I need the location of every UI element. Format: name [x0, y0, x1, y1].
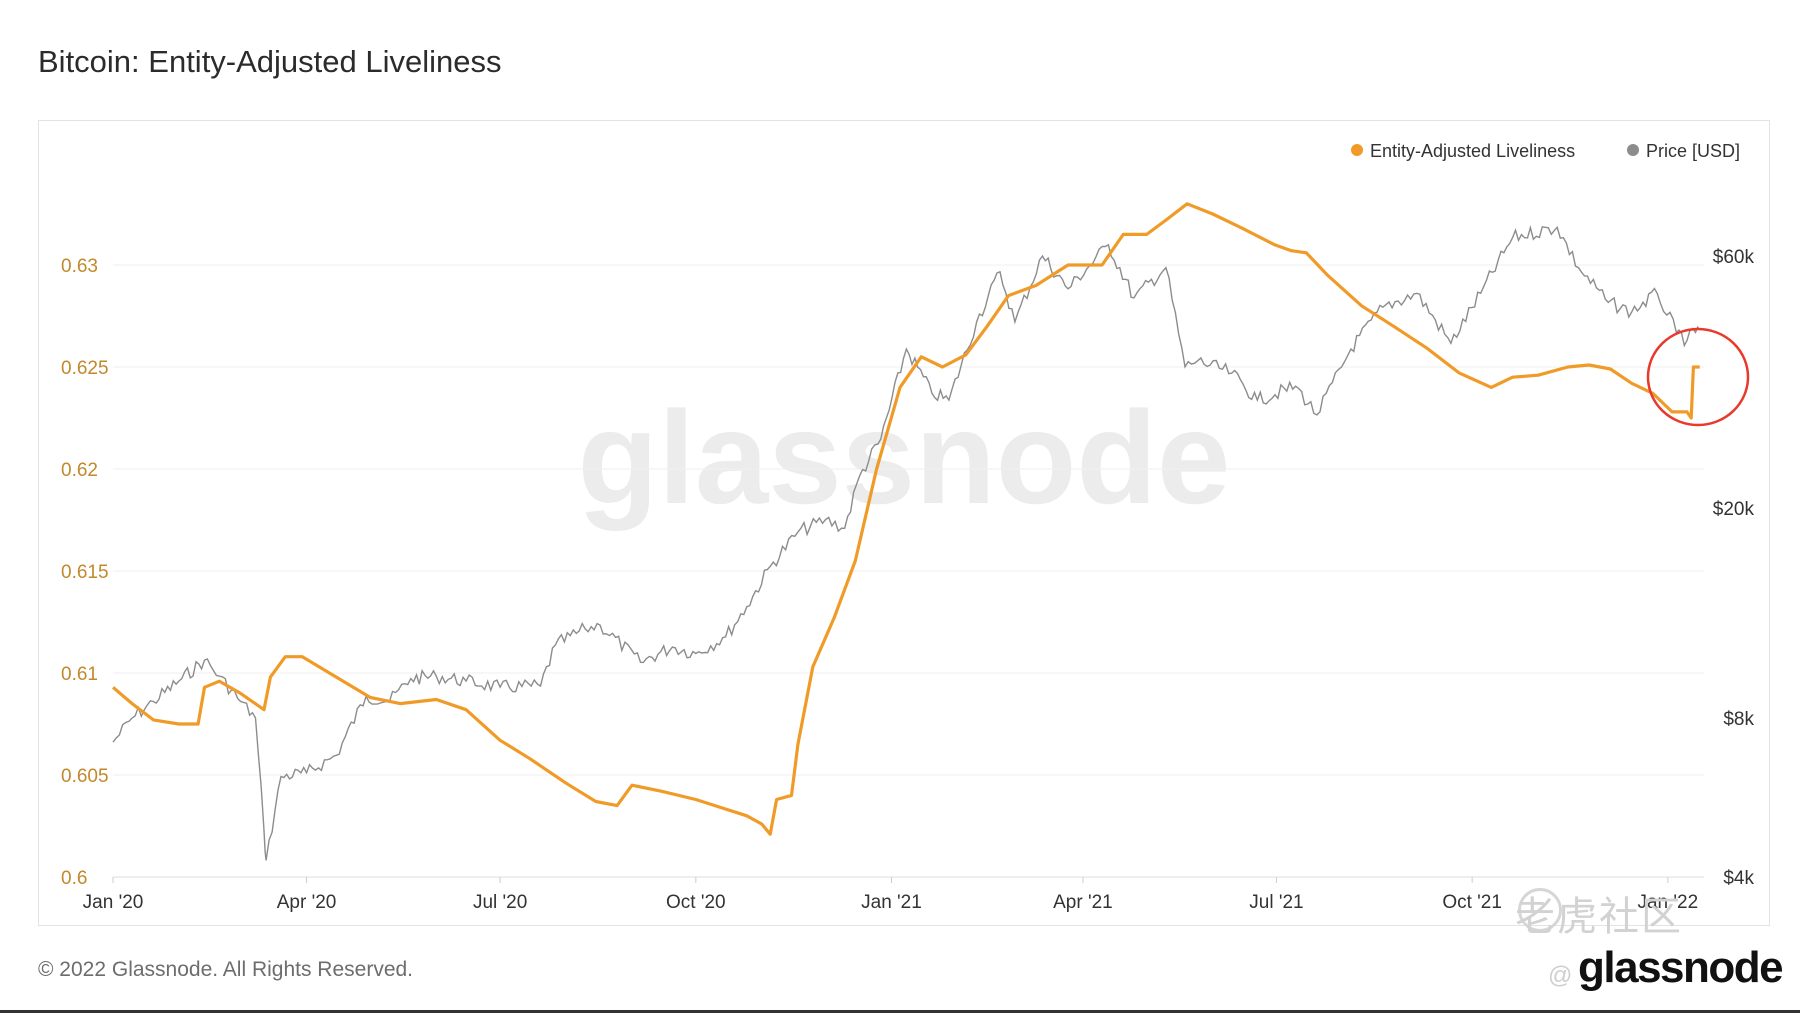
- x-tick-label: Jul '20: [473, 892, 527, 913]
- chart-svg: glassnode 0.6 0.605 0.61 0.615 0.62 0.625 0.63 $…: [61, 141, 1755, 913]
- legend-price-label: Price [USD]: [1646, 141, 1740, 161]
- y-left-tick-label: 0.63: [61, 256, 98, 277]
- y-right-tick-label: $8k: [1723, 709, 1754, 730]
- x-tick-label: Jan '20: [83, 892, 144, 913]
- legend-liveliness-dot: [1351, 144, 1363, 156]
- y-right-tick-label: $20k: [1713, 499, 1755, 520]
- legend-price-dot: [1627, 144, 1639, 156]
- legend-liveliness-label: Entity-Adjusted Liveliness: [1370, 141, 1575, 161]
- x-tick-label: Jul '21: [1249, 892, 1303, 913]
- overlay-site-watermark: 老虎社区: [1515, 895, 1683, 939]
- y-right-tick-label: $4k: [1723, 868, 1754, 889]
- y-right-tick-label: $60k: [1713, 247, 1755, 268]
- y-left-tick-label: 0.6: [61, 868, 87, 889]
- y-left-tick-label: 0.615: [61, 562, 109, 583]
- y-left-tick-label: 0.605: [61, 766, 109, 787]
- highlight-circle: [1646, 327, 1750, 427]
- overlay-handle: @: [1548, 962, 1573, 989]
- brand-logo: glassnode: [1578, 943, 1784, 992]
- chart-panel: glassnode 0.6 0.605 0.61 0.615 0.62 0.625 0.63 $…: [38, 120, 1770, 926]
- overlay-logo-icon: [1518, 888, 1562, 932]
- bottom-border: [0, 1010, 1800, 1013]
- y-left-tick-label: 0.61: [61, 664, 98, 685]
- x-tick-label: Jan '21: [861, 892, 922, 913]
- y-left-tick-label: 0.625: [61, 358, 109, 379]
- x-tick-label: Apr '20: [277, 892, 337, 913]
- entity-adjusted-liveliness-line: [111, 202, 1700, 836]
- x-tick-label: Jan '22: [1637, 892, 1698, 913]
- price-usd-line: [112, 225, 1701, 861]
- x-tick-label: Apr '21: [1053, 892, 1113, 913]
- x-tick-label: Oct '20: [666, 892, 726, 913]
- y-left-tick-label: 0.62: [61, 460, 98, 481]
- x-tick-label: Oct '21: [1442, 892, 1502, 913]
- copyright-footer: © 2022 Glassnode. All Rights Reserved.: [38, 958, 414, 981]
- chart-title: Bitcoin: Entity-Adjusted Liveliness: [38, 44, 502, 79]
- background-watermark: glassnode: [578, 384, 1231, 531]
